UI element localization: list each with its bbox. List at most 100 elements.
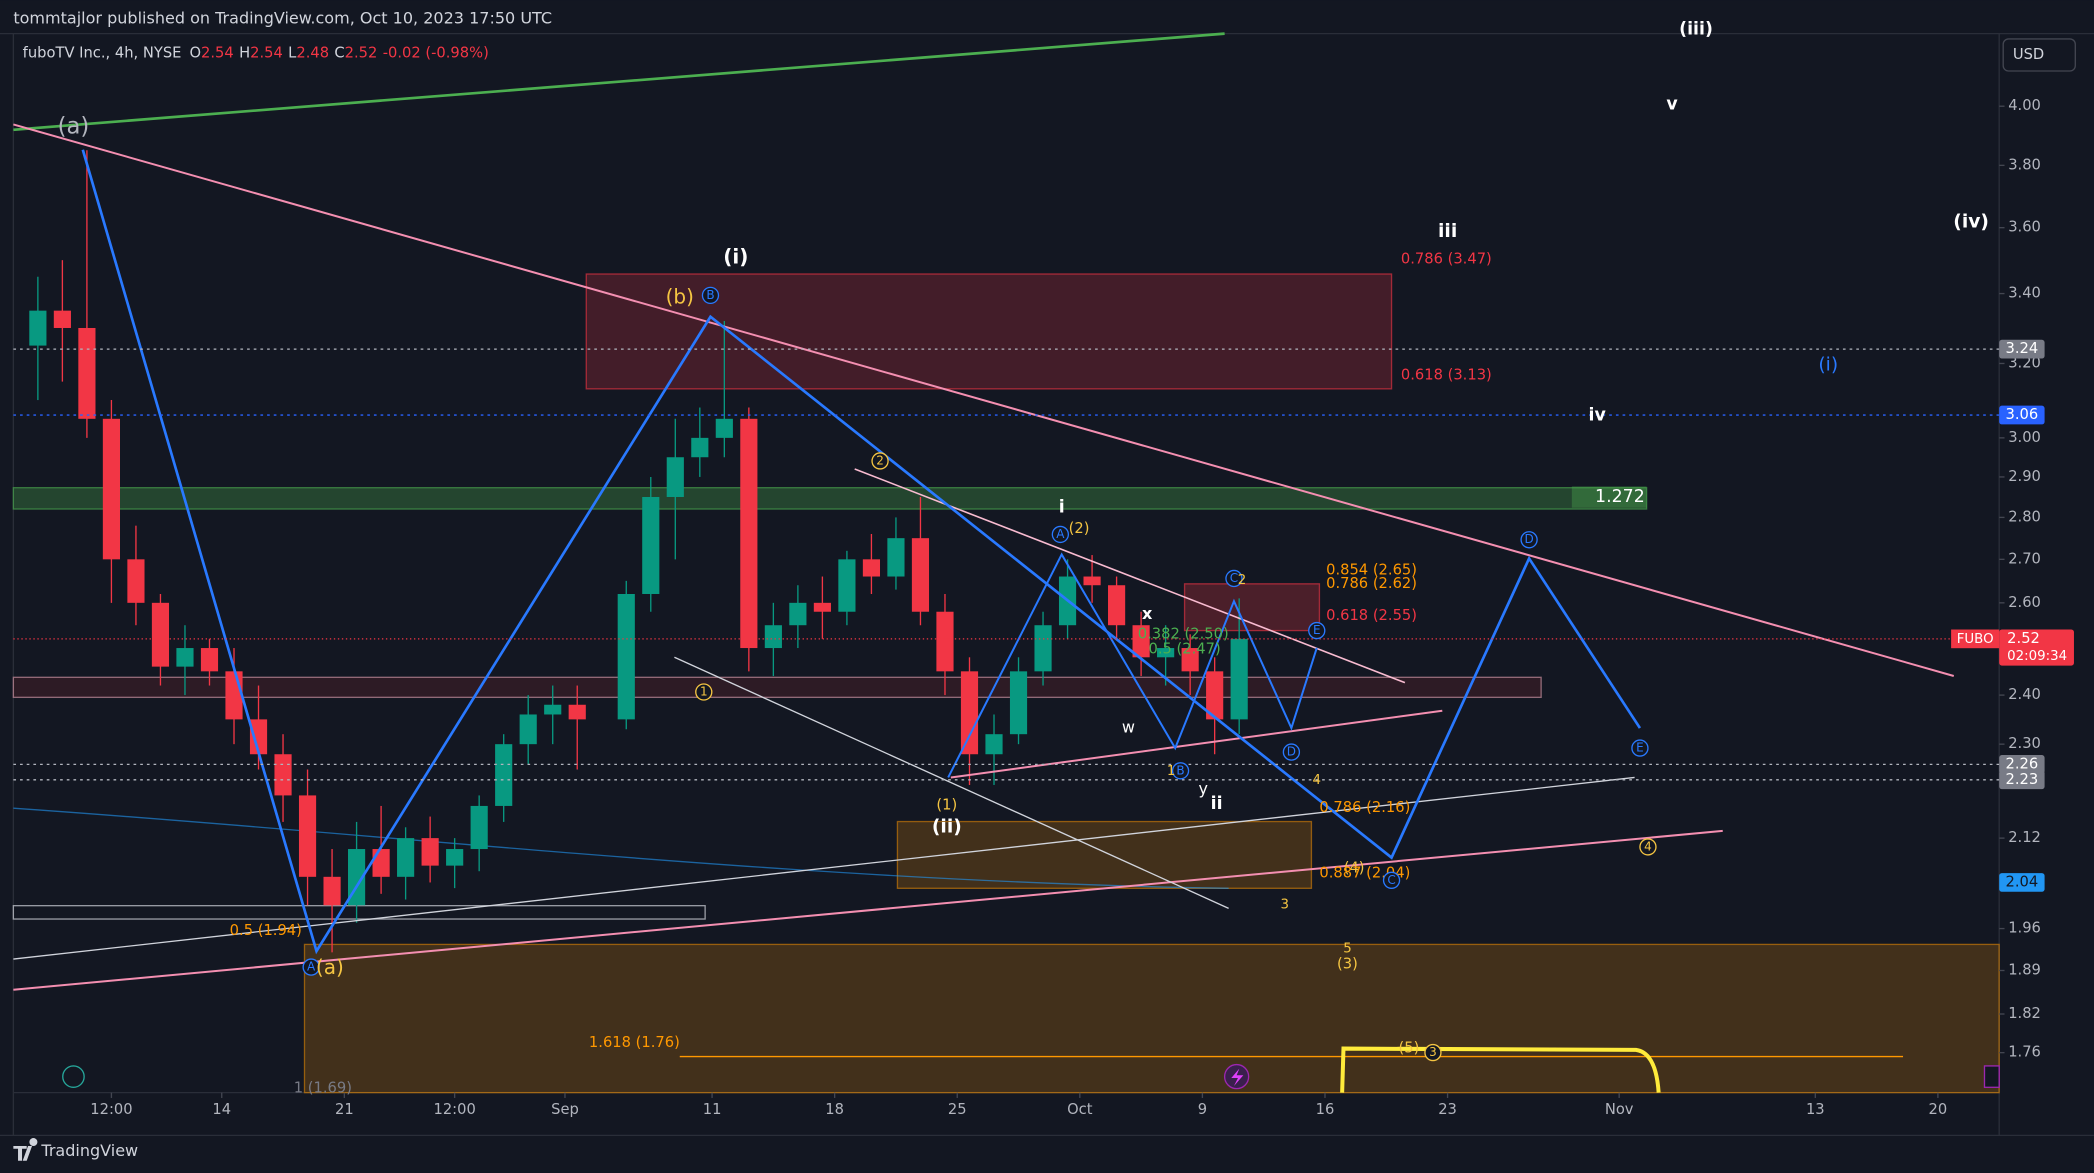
zone xyxy=(12,676,1542,699)
annotation: (i) xyxy=(1818,354,1838,375)
label-box xyxy=(1571,486,1647,508)
x-tick-label: 14 xyxy=(212,1101,231,1118)
candle-body xyxy=(200,648,219,672)
annotation: iv xyxy=(1589,406,1607,426)
y-tick-label: 1.82 xyxy=(2008,1005,2041,1022)
wave-marker xyxy=(1051,525,1070,544)
legend-key: L xyxy=(288,45,297,62)
candle-body xyxy=(274,754,292,796)
legend: fuboTV Inc., 4h, NYSE O2.54 H2.54 L2.48 C2.5… xyxy=(23,45,489,62)
wave-marker xyxy=(1308,621,1326,640)
candle-body xyxy=(225,671,243,720)
candle-body xyxy=(1181,648,1199,672)
price-label-box xyxy=(1999,873,2045,892)
y-tick-label: 3.60 xyxy=(2008,219,2041,236)
candle-body xyxy=(813,602,831,612)
candle-body xyxy=(397,838,415,877)
annotation: x xyxy=(1142,604,1153,623)
candle-body xyxy=(1206,671,1224,720)
wave-marker xyxy=(1171,762,1190,780)
legend-value: 2.52 xyxy=(345,45,378,62)
y-tick-label: 1.76 xyxy=(2008,1044,2041,1061)
x-tick-label: 11 xyxy=(703,1101,722,1118)
y-tick-label: 2.70 xyxy=(2008,550,2041,567)
y-tick-label: 3.40 xyxy=(2008,285,2041,302)
price-label: 2.26 xyxy=(2006,755,2039,772)
annotation: 0.786 (2.62) xyxy=(1326,575,1417,592)
candle-body xyxy=(789,602,807,626)
annotation: A xyxy=(307,960,316,974)
logo xyxy=(13,1138,38,1161)
currency: USD xyxy=(2013,46,2044,63)
legend-key: C xyxy=(334,45,344,62)
candle-body xyxy=(1034,625,1052,672)
candle-body xyxy=(446,849,464,866)
annotation: (b) xyxy=(666,285,694,309)
trend-line xyxy=(13,829,1723,991)
annotation: A xyxy=(1056,527,1065,541)
annotation: 5 xyxy=(1343,941,1352,956)
legend-title: fuboTV Inc., 4h, NYSE xyxy=(23,45,182,62)
annotation: (iv) xyxy=(1953,211,1989,232)
annotation: 0.854 (2.65) xyxy=(1326,561,1417,578)
annotation: 3 xyxy=(1280,897,1289,912)
candle-body xyxy=(1083,576,1101,586)
annotation: (a) xyxy=(58,114,90,140)
x-tick-label: Oct xyxy=(1067,1101,1093,1118)
legend-key: H xyxy=(239,45,250,62)
candle-body xyxy=(519,714,537,745)
trend-line xyxy=(674,656,1229,909)
annotation: 4 xyxy=(1313,773,1322,788)
wave-marker xyxy=(695,683,713,701)
y-tick-label: 2.40 xyxy=(2008,686,2041,703)
candle-body xyxy=(372,849,390,877)
y-tick-label: 2.90 xyxy=(2008,468,2041,485)
event-icon[interactable] xyxy=(62,1065,85,1088)
candle-body xyxy=(421,838,439,866)
annotation: (iii) xyxy=(1679,20,1713,40)
annotation: 0.382 (2.50) xyxy=(1138,626,1229,643)
y-tick-label: 3.20 xyxy=(2008,354,2041,371)
annotation: 0.5 (1.94) xyxy=(230,922,302,939)
candle-body xyxy=(1009,671,1028,735)
wave-path xyxy=(947,552,1318,778)
wave-marker xyxy=(1424,1043,1442,1062)
x-tick-label: 21 xyxy=(335,1101,354,1118)
price-label: 2.52 xyxy=(2007,630,2040,647)
legend-key: O xyxy=(189,45,201,62)
annotation: E xyxy=(1313,623,1321,637)
y-tick-label: 2.30 xyxy=(2008,735,2041,752)
annotation: 0.786 (2.16) xyxy=(1319,799,1410,816)
candle-body xyxy=(127,559,145,603)
annotation: (4) xyxy=(1344,859,1365,876)
zone xyxy=(12,905,706,920)
candle-body xyxy=(617,593,635,720)
zone xyxy=(12,487,1648,510)
y-tick-label: 3.80 xyxy=(2008,156,2041,173)
wave-marker xyxy=(871,452,889,470)
annotation: 0.618 (2.55) xyxy=(1326,607,1417,624)
candle-body xyxy=(1108,585,1126,626)
wave-marker xyxy=(1639,838,1657,856)
highlight-stroke xyxy=(1340,1046,1661,1093)
candle-body xyxy=(249,719,268,755)
annotation: (i) xyxy=(723,244,748,268)
footer-brand: TradingView xyxy=(40,1141,138,1160)
x-tick-label: Sep xyxy=(551,1101,579,1118)
annotation: B xyxy=(1176,763,1184,777)
event-icon[interactable] xyxy=(1983,1065,2000,1088)
moving-average xyxy=(13,807,1229,889)
candle-body xyxy=(666,457,684,497)
price-label-box xyxy=(1999,629,2074,666)
annotation: 0.786 (3.47) xyxy=(1401,250,1492,267)
candle-body xyxy=(936,611,954,672)
wave-marker xyxy=(1382,871,1401,889)
wave-path xyxy=(81,149,1642,955)
candle-body xyxy=(642,496,660,594)
y-tick-label: 3.00 xyxy=(2008,429,2041,446)
candle-body xyxy=(887,538,905,577)
currency-button[interactable] xyxy=(2002,38,2076,72)
annotation: 1.618 (1.76) xyxy=(589,1034,680,1051)
candle-body xyxy=(764,625,782,649)
fib-zone xyxy=(585,273,1393,390)
